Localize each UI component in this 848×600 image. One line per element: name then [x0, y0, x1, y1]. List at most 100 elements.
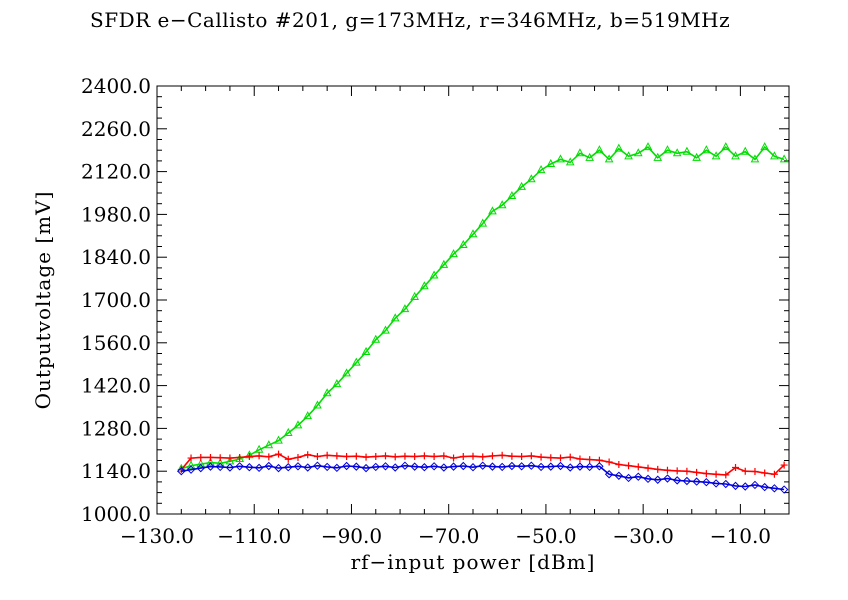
y-tick-label: 1280.0 — [81, 416, 151, 440]
data-point — [751, 468, 759, 476]
data-point — [673, 467, 681, 475]
data-point — [663, 474, 672, 483]
data-point — [604, 470, 614, 479]
series-triangle — [176, 142, 789, 472]
data-point — [411, 453, 419, 461]
y-tick-label: 2120.0 — [81, 160, 151, 184]
data-point — [761, 469, 769, 477]
data-point — [732, 464, 740, 472]
x-tick-label: −10.0 — [710, 524, 771, 548]
data-point — [284, 455, 292, 463]
data-point — [255, 452, 263, 460]
data-point — [497, 200, 507, 209]
data-point — [187, 454, 195, 462]
data-point — [254, 463, 264, 473]
data-point — [236, 453, 244, 461]
y-tick-label: 1140.0 — [81, 459, 151, 483]
x-axis-label: rf−input power [dBm] — [351, 550, 596, 574]
data-point — [458, 239, 468, 248]
data-point — [274, 435, 283, 444]
data-point — [322, 388, 332, 397]
data-point — [672, 148, 682, 157]
data-point — [225, 463, 235, 472]
data-point — [741, 482, 750, 491]
data-point — [274, 463, 283, 473]
x-tick-label: −50.0 — [515, 524, 576, 548]
data-point — [565, 157, 575, 166]
x-tick-label: −70.0 — [418, 524, 479, 548]
data-point — [546, 462, 555, 471]
data-point — [430, 453, 438, 461]
data-point — [634, 463, 642, 471]
data-point — [497, 462, 507, 472]
data-point — [556, 154, 565, 163]
data-point — [469, 452, 477, 460]
data-point — [653, 475, 662, 484]
data-point — [410, 291, 419, 300]
y-tick-label: 2260.0 — [81, 117, 151, 141]
data-point — [391, 463, 400, 472]
data-point — [536, 462, 546, 472]
data-point — [488, 462, 497, 471]
plot-frame — [156, 85, 790, 515]
data-point — [478, 218, 488, 227]
data-point — [216, 454, 224, 462]
data-point — [196, 463, 205, 473]
data-point — [750, 480, 760, 490]
data-point — [459, 461, 468, 471]
x-tick-labels: −130.0 −110.0 −90.0 −70.0 −50.0 −30.0 −10.0 — [120, 524, 771, 548]
data-point — [381, 462, 390, 471]
data-point — [740, 146, 750, 155]
data-point — [226, 454, 234, 462]
data-point — [449, 462, 458, 471]
data-point — [313, 453, 321, 461]
data-point — [275, 450, 283, 458]
data-point — [615, 460, 623, 468]
data-point — [362, 453, 370, 461]
x-tick-label: −90.0 — [321, 524, 382, 548]
data-point — [254, 444, 264, 453]
data-point — [575, 462, 585, 471]
data-point — [711, 151, 721, 160]
data-point — [702, 470, 710, 478]
data-point — [361, 346, 371, 355]
series-line — [181, 145, 785, 470]
data-point — [575, 148, 585, 157]
data-point — [702, 477, 711, 487]
data-point — [264, 440, 274, 449]
data-point — [556, 461, 565, 471]
data-point — [546, 158, 556, 167]
data-point — [294, 453, 302, 461]
data-point — [264, 461, 274, 471]
data-point — [644, 464, 652, 472]
data-point — [488, 452, 496, 460]
data-point — [333, 452, 341, 460]
data-point — [566, 453, 574, 461]
data-point — [265, 453, 273, 461]
data-point — [343, 453, 351, 461]
series-plus — [177, 450, 788, 479]
data-point — [537, 453, 545, 461]
data-point — [186, 465, 196, 474]
data-point — [206, 462, 215, 471]
data-point — [527, 461, 536, 470]
data-point — [313, 400, 322, 409]
data-point — [429, 270, 439, 279]
x-tick-label: −30.0 — [613, 524, 674, 548]
data-point — [459, 453, 467, 461]
data-point — [293, 462, 303, 471]
data-point — [760, 142, 770, 151]
data-point — [702, 145, 711, 154]
y-tick-label: 1980.0 — [81, 202, 151, 226]
data-point — [692, 152, 701, 161]
data-point — [449, 249, 458, 258]
data-point — [693, 468, 701, 476]
data-point — [420, 452, 428, 460]
data-point — [731, 481, 740, 491]
data-point — [517, 462, 526, 471]
data-point — [196, 459, 206, 468]
y-tick-label: 1000.0 — [81, 502, 151, 526]
data-point — [391, 453, 399, 461]
data-point — [624, 151, 633, 160]
